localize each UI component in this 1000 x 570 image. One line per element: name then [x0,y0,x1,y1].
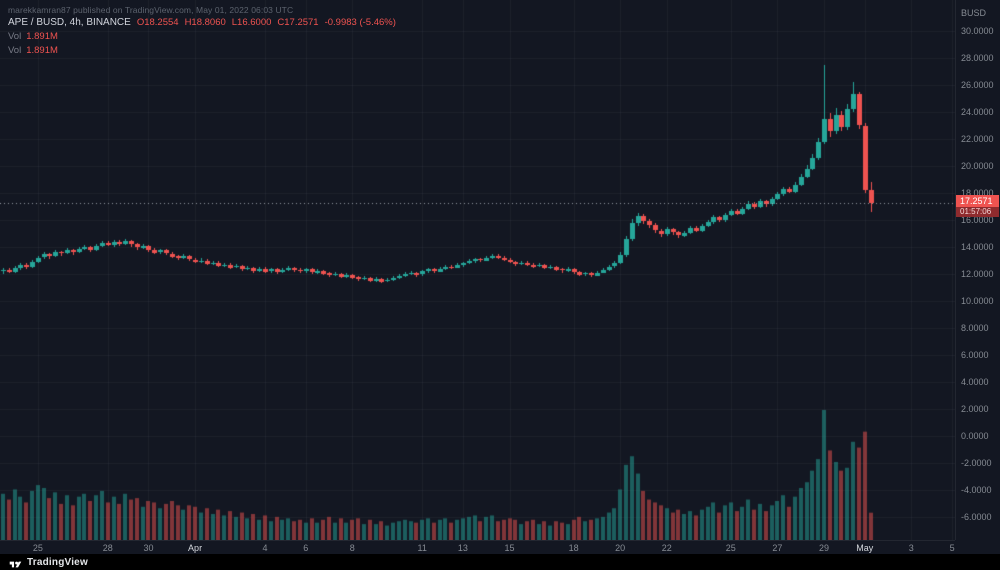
price-axis-label: 26.0000 [961,80,994,90]
legend-open: O18.2554 [136,17,179,28]
price-axis-label: 30.0000 [961,26,994,36]
volume-label: Vol [8,31,22,42]
time-axis-label: 13 [457,543,468,553]
time-axis-label: 25 [32,543,43,553]
time-axis-label: 11 [417,543,427,553]
legend-high: H18.8060 [184,17,226,28]
price-axis-label: 2.0000 [961,404,989,414]
price-axis-label: 28.0000 [961,53,994,63]
price-axis-label: 8.0000 [961,323,989,333]
legend-close: C17.2571 [277,17,319,28]
time-axis-label: 29 [818,543,829,553]
time-axis-label: 20 [615,543,626,553]
symbol-title[interactable]: APE / BUSD, 4h, BINANCE [8,17,131,28]
price-axis-label: 16.0000 [961,215,994,225]
time-axis-label: 15 [504,543,515,553]
price-axis-label: 12.0000 [961,269,994,279]
price-axis-label: -2.0000 [961,458,992,468]
time-axis[interactable]: 25 28 30 Apr 4 6 8 11 13 15 18 20 22 25 27 29 May 3 5 [0,540,955,554]
footer-bar: TradingView [0,554,1000,570]
volume-value: 1.891M [26,45,58,56]
time-axis-label: 3 [908,543,914,553]
tradingview-brand-link[interactable]: TradingView [27,556,88,568]
time-axis-label: 18 [568,543,579,553]
volume-legend-row: Vol 1.891M [8,31,396,42]
price-axis-label: 14.0000 [961,242,994,252]
price-axis-label: -4.0000 [961,485,992,495]
time-axis-label: 22 [661,543,672,553]
last-price-tag: 17.2571 01:57:06 [956,195,999,218]
legend-low: L16.6000 [231,17,272,28]
legend: APE / BUSD, 4h, BINANCE O18.2554 H18.8060 L… [8,17,396,56]
time-axis-label: 5 [949,543,955,553]
time-axis-label: Apr [188,543,203,553]
time-axis-label: May [856,543,874,553]
time-axis-label: 25 [725,543,736,553]
tradingview-logo-icon [9,557,22,568]
time-axis-label: 28 [102,543,113,553]
price-axis-label: 6.0000 [961,350,989,360]
price-axis[interactable]: BUSD 30.0000 28.0000 26.0000 24.0000 22.0000… [955,0,1000,540]
time-axis-label: 27 [772,543,783,553]
price-axis-label: 0.0000 [961,431,989,441]
price-axis-label: 4.0000 [961,377,989,387]
legend-symbol-row: APE / BUSD, 4h, BINANCE O18.2554 H18.8060 L… [8,17,396,28]
price-axis-label: 24.0000 [961,107,994,117]
volume-legend-row: Vol 1.891M [8,45,396,56]
volume-label: Vol [8,45,22,56]
price-axis-label: -6.0000 [961,512,992,522]
time-axis-label: 6 [303,543,309,553]
publish-attribution: marekkamran87 published on TradingView.c… [8,5,294,15]
time-axis-label: 30 [143,543,154,553]
price-axis-label: 20.0000 [961,161,994,171]
chart-canvas[interactable] [0,0,955,540]
legend-change: -0.9983 (-5.46%) [324,17,396,28]
last-price-value: 17.2571 [956,195,999,208]
price-axis-label: 22.0000 [961,134,994,144]
time-axis-label: 8 [349,543,355,553]
time-axis-label: 4 [262,543,268,553]
price-axis-label: 10.0000 [961,296,994,306]
price-axis-currency: BUSD [961,8,987,18]
price-axis-label: 18.0000 [961,188,994,198]
bar-countdown: 01:57:06 [956,207,999,218]
volume-value: 1.891M [26,31,58,42]
